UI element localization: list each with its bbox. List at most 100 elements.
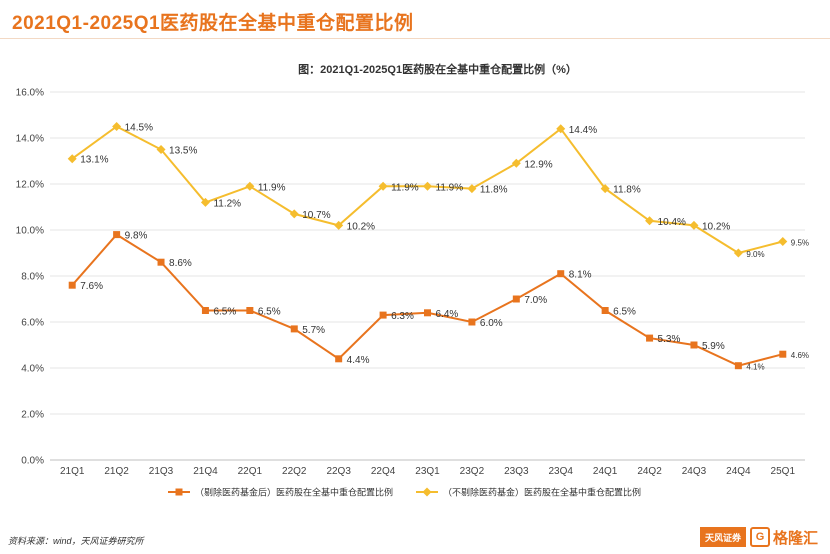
series-line-1 [71, 233, 784, 367]
x-tick-label: 22Q1 [238, 466, 263, 477]
data-point-s1 [601, 307, 609, 314]
data-label-s1: 8.6% [169, 258, 192, 269]
data-point-s2 [467, 184, 477, 194]
data-label-s1: 6.5% [213, 307, 236, 318]
data-point-s2 [112, 122, 122, 131]
data-point-s2 [156, 145, 166, 154]
data-label-s2: 10.4% [658, 217, 686, 228]
legend-marker-2 [422, 487, 432, 497]
gelonghui-text: 格隆汇 [772, 529, 818, 547]
x-tick-label: 21Q2 [104, 466, 129, 477]
data-point-s1 [68, 281, 76, 289]
data-label-s2: 11.9% [391, 182, 419, 193]
tianfeng-logo: 天风证券 [699, 527, 746, 547]
data-label-s2: 13.5% [169, 146, 197, 157]
data-point-s2 [289, 209, 299, 219]
data-label-s2: 14.4% [569, 125, 597, 136]
y-tick-label: 8.0% [21, 272, 44, 283]
x-tick-label: 23Q4 [549, 466, 574, 477]
data-label-s1: 5.3% [658, 334, 681, 345]
data-point-s1 [690, 341, 698, 349]
x-tick-label: 21Q3 [149, 466, 174, 477]
data-label-s2: 9.5% [791, 239, 809, 248]
data-point-s1 [512, 295, 520, 303]
y-tick-label: 0.0% [21, 456, 44, 467]
data-label-s2: 11.8% [480, 185, 508, 196]
data-point-s2 [600, 184, 610, 194]
x-tick-label: 24Q4 [726, 466, 751, 477]
data-label-s2: 11.9% [436, 182, 464, 193]
y-tick-label: 16.0% [16, 88, 44, 99]
data-point-s1 [734, 362, 742, 370]
x-tick-label: 23Q3 [504, 466, 529, 477]
x-tick-label: 23Q1 [415, 466, 440, 477]
x-tick-label: 24Q2 [637, 466, 662, 477]
data-label-s1: 8.1% [569, 270, 592, 281]
y-tick-label: 4.0% [21, 364, 44, 375]
y-tick-label: 14.0% [16, 134, 44, 145]
y-tick-label: 2.0% [21, 410, 44, 421]
data-label-s1: 4.6% [791, 351, 809, 360]
gelonghui-icon: G [749, 527, 770, 547]
data-label-s2: 9.0% [746, 250, 764, 259]
data-label-s1: 9.8% [125, 231, 148, 242]
y-tick-label: 12.0% [16, 180, 44, 191]
data-label-s1: 6.5% [613, 307, 636, 318]
data-label-s1: 6.0% [480, 318, 503, 329]
data-point-s1 [468, 318, 476, 326]
data-point-s1 [201, 307, 209, 314]
x-tick-label: 23Q2 [460, 466, 485, 477]
data-point-s2 [245, 181, 255, 191]
title-divider [0, 38, 830, 39]
data-label-s1: 7.6% [80, 281, 103, 292]
chart-title: 图：2021Q1-2025Q1医药股在全基中重仓配置比例（%） [298, 62, 577, 76]
legend-label-1: （剔除医药基金后）医药股在全基中重仓配置比例 [195, 487, 393, 498]
x-tick-label: 25Q1 [771, 466, 796, 477]
x-tick-label: 21Q4 [193, 466, 218, 477]
data-point-s1 [335, 355, 343, 363]
data-point-s2 [778, 237, 788, 246]
data-point-s2 [511, 158, 521, 168]
data-label-s1: 5.7% [302, 325, 325, 336]
data-label-s1: 6.3% [391, 311, 414, 322]
data-point-s1 [646, 334, 654, 342]
data-point-s1 [779, 350, 787, 358]
data-label-s2: 14.5% [125, 123, 153, 134]
data-label-s1: 5.9% [702, 341, 725, 352]
x-tick-label: 24Q1 [593, 466, 618, 477]
data-point-s2 [556, 124, 566, 134]
data-label-s2: 10.7% [302, 210, 330, 221]
data-point-s2 [67, 154, 77, 164]
data-label-s2: 13.1% [80, 155, 108, 166]
data-point-s2 [689, 220, 699, 230]
gelonghui-logo: G 格隆汇 [746, 527, 822, 548]
x-tick-label: 22Q3 [326, 466, 351, 477]
data-point-s1 [379, 311, 387, 319]
data-point-s2 [200, 197, 210, 207]
y-tick-label: 6.0% [21, 318, 44, 329]
x-tick-label: 22Q2 [282, 466, 307, 477]
legend-label-2: （不剔除医药基金）医药股在全基中重仓配置比例 [443, 487, 641, 498]
data-label-s2: 10.2% [702, 221, 730, 232]
data-point-s1 [113, 231, 121, 239]
data-label-s1: 7.0% [524, 295, 547, 306]
data-point-s2 [733, 248, 743, 258]
data-label-s2: 10.2% [347, 221, 375, 232]
data-label-s2: 11.2% [213, 198, 241, 209]
data-point-s1 [246, 307, 254, 314]
legend-marker-1 [175, 488, 183, 496]
data-point-s1 [424, 309, 431, 317]
data-label-s1: 6.5% [258, 307, 281, 318]
data-point-s2 [334, 220, 344, 230]
data-point-s1 [557, 270, 565, 278]
data-label-s2: 11.8% [613, 185, 641, 196]
x-tick-label: 22Q4 [371, 466, 396, 477]
data-label-s1: 4.1% [746, 363, 764, 372]
data-label-s2: 11.9% [258, 182, 286, 193]
data-label-s1: 4.4% [347, 355, 370, 366]
data-label-s2: 12.9% [524, 159, 552, 170]
data-point-s2 [378, 181, 388, 191]
data-point-s2 [423, 181, 432, 191]
brand-logo: 天风证券 G 格隆汇 [699, 524, 822, 550]
x-tick-label: 21Q1 [60, 466, 85, 477]
